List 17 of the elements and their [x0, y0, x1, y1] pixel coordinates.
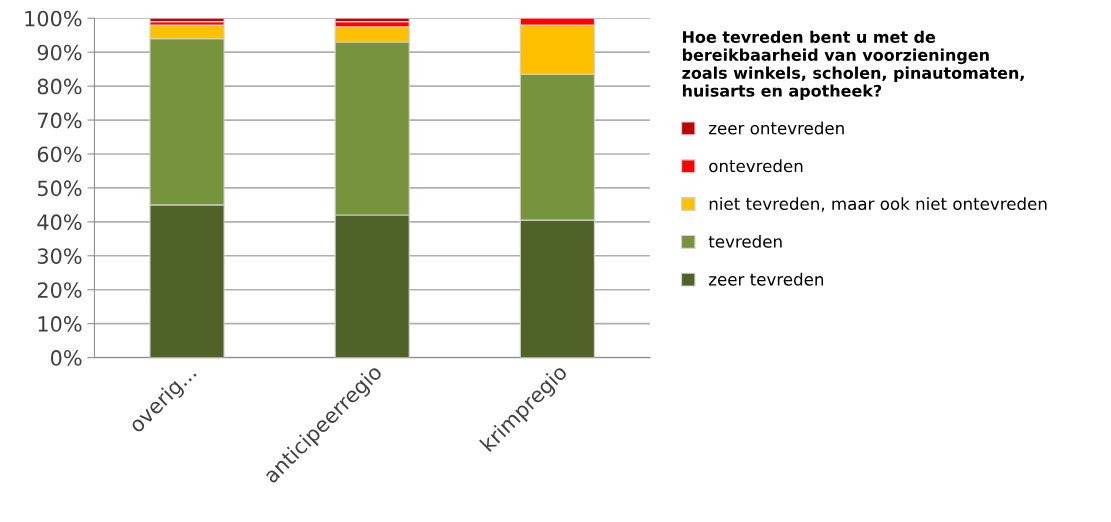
legend-title: Hoe tevreden bent u met de bereikbaarheid van voorzieningen zoals winkels, scholen, pinautomaten, huisarts en apotheek? — [682, 30, 1024, 100]
y-tick-label: 80% — [37, 78, 82, 95]
y-tick-label: 10% — [38, 316, 82, 332]
y-tick-label: 90% — [37, 44, 82, 61]
y-tick-label: 30% — [37, 248, 82, 264]
y-tick-label: 50% — [37, 180, 82, 197]
y-tick-label: 70% — [38, 112, 82, 129]
legend-label: zeer ontevreden — [708, 121, 844, 135]
legend-label: tevreden — [708, 234, 782, 248]
legend-label: niet tevreden, maar ook niet ontevreden — [709, 197, 1047, 212]
y-tick-label: 100% — [25, 10, 82, 27]
y-tick-label: 60% — [37, 146, 82, 163]
legend-label: ontevreden — [709, 159, 803, 173]
y-tick-label: 20% — [37, 282, 82, 298]
y-tick-label: 0% — [50, 350, 82, 366]
legend-label: zeer tevreden — [708, 272, 824, 286]
y-tick-label: 40% — [37, 214, 82, 231]
